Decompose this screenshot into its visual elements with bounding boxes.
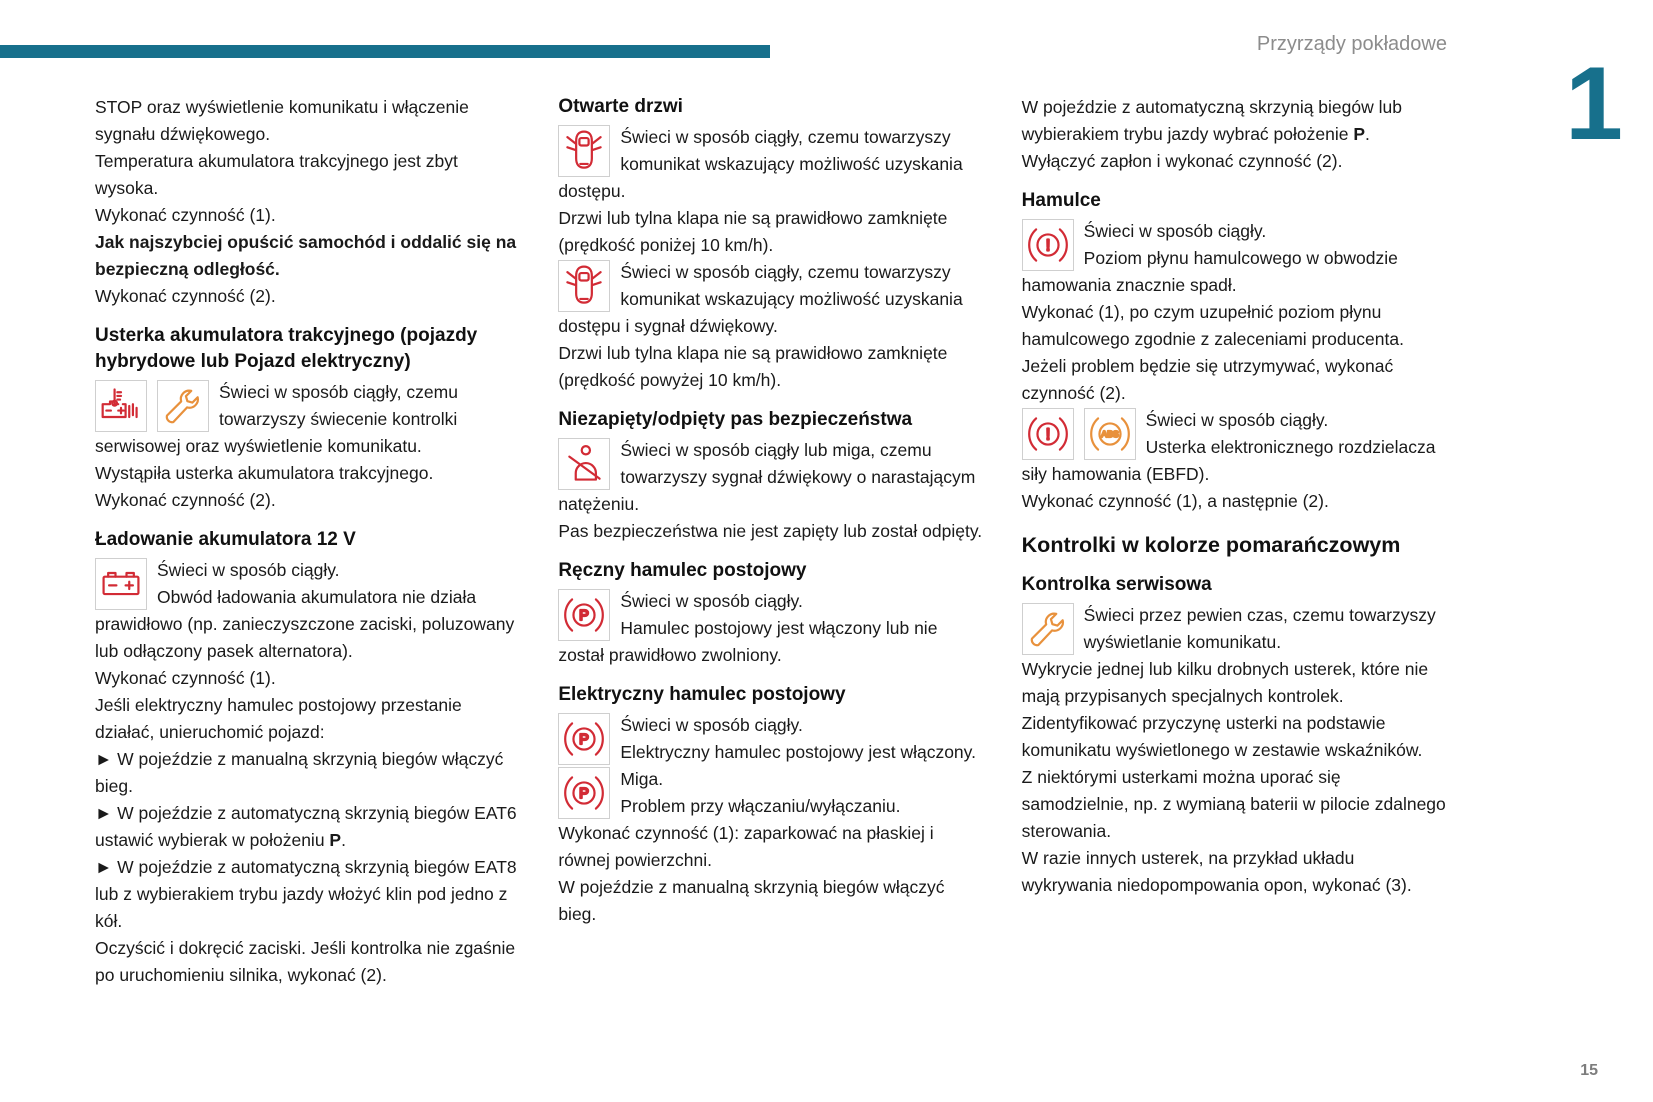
indicator-text: Świeci w sposób ciągły. bbox=[620, 715, 803, 735]
seatbelt-unfastened-icon bbox=[558, 438, 611, 490]
indicator-text: Zidentyfikować przyczynę usterki na pods… bbox=[1021, 713, 1423, 760]
doors-open-icon bbox=[558, 260, 611, 312]
indicator-entry: Świeci w sposób ciągły, czemu towarzyszy… bbox=[95, 379, 520, 514]
paragraph: Wykonać czynność (1): zaparkować na płas… bbox=[558, 823, 934, 870]
indicator-text: Świeci przez pewien czas, czemu towarzys… bbox=[1083, 605, 1436, 652]
indicator-text: Świeci w sposób ciągły, czemu towarzyszy… bbox=[558, 127, 963, 201]
indicator-text: Wykrycie jednej lub kilku drobnych uster… bbox=[1021, 659, 1429, 706]
indicator-text: Świeci w sposób ciągły lub miga, czemu t… bbox=[558, 440, 976, 514]
brake-warning-icon bbox=[1021, 408, 1074, 460]
indicator-text: Drzwi lub tylna klapa nie są prawidłowo … bbox=[558, 343, 948, 390]
paragraph: Wykonać czynność (2). bbox=[95, 286, 276, 306]
indicator-entry: Świeci przez pewien czas, czemu towarzys… bbox=[1021, 602, 1447, 899]
indicator-text: Wykonać czynność (1), a następnie (2). bbox=[1021, 491, 1329, 511]
section-heading-battery-charge: Ładowanie akumulatora 12 V bbox=[95, 529, 356, 550]
indicator-entry: Miga. Problem przy włączaniu/wyłączaniu. bbox=[558, 766, 983, 820]
indicator-text: Wykonać czynność (1). bbox=[95, 668, 276, 688]
paragraph: W pojeździe z manualną skrzynią biegów w… bbox=[558, 877, 945, 924]
warning-paragraph: Jak najszybciej opuścić samochód i oddal… bbox=[95, 232, 517, 279]
paragraph: Oczyścić i dokręcić zaciski. Jeśli kontr… bbox=[95, 938, 516, 985]
service-wrench-icon bbox=[1021, 603, 1074, 655]
battery-charge-icon bbox=[95, 558, 147, 610]
section-heading-doors-open: Otwarte drzwi bbox=[558, 96, 683, 117]
indicator-text: Wykonać (1), po czym uzupełnić poziom pł… bbox=[1021, 302, 1404, 403]
chapter-section-heading-orange-indicators: Kontrolki w kolorze pomarańczowym bbox=[1021, 533, 1401, 557]
indicator-entry: Świeci w sposób ciągły, czemu towarzyszy… bbox=[558, 124, 983, 259]
bullet-item: ► W pojeździe z automatyczną skrzynią bi… bbox=[95, 857, 517, 931]
section-heading-traction-battery-fault: Usterka akumulatora trakcyjnego (pojazdy… bbox=[95, 325, 478, 372]
paragraph: Wyłączyć zapłon i wykonać czynność (2). bbox=[1021, 151, 1343, 171]
indicator-entry: Świeci w sposób ciągły. Poziom płynu ham… bbox=[1021, 218, 1447, 407]
paragraph: Wykonać czynność (1). bbox=[95, 205, 276, 225]
indicator-text: Jeśli elektryczny hamulec postojowy prze… bbox=[95, 695, 462, 742]
content-columns: STOP oraz wyświetlenie komunikatu i włąc… bbox=[95, 94, 1447, 989]
indicator-entry: Świeci w sposób ciągły. Usterka elektron… bbox=[1021, 407, 1447, 515]
indicator-text: Pas bezpieczeństwa nie jest zapięty lub … bbox=[558, 521, 983, 541]
parking-brake-icon bbox=[558, 713, 611, 765]
column-2: Otwarte drzwi Świeci w sposób ciągły, cz… bbox=[558, 94, 983, 989]
indicator-text: Świeci w sposób ciągły. bbox=[157, 560, 340, 580]
page-header-title: Przyrządy pokładowe bbox=[1256, 33, 1447, 55]
traction-battery-temperature-icon bbox=[95, 380, 147, 432]
paragraph: W pojeździe z automatyczną skrzynią bieg… bbox=[1021, 97, 1402, 144]
paragraph: Temperatura akumulatora trakcyjnego jest… bbox=[95, 151, 458, 198]
indicator-entry: Świeci w sposób ciągły. Hamulec postojow… bbox=[558, 588, 983, 669]
indicator-text: Wykonać czynność (2). bbox=[95, 490, 276, 510]
service-wrench-icon bbox=[157, 380, 209, 432]
bullet-item: ► W pojeździe z manualną skrzynią biegów… bbox=[95, 749, 504, 796]
section-heading-service-indicator: Kontrolka serwisowa bbox=[1021, 574, 1212, 595]
indicator-text: W razie innych usterek, na przykład ukła… bbox=[1021, 848, 1412, 895]
bullet-item: ► W pojeździe z automatyczną skrzynią bi… bbox=[95, 803, 517, 850]
indicator-text: Obwód ładowania akumulatora nie działa p… bbox=[95, 587, 515, 661]
indicator-entry: Świeci w sposób ciągły. Elektryczny hamu… bbox=[558, 712, 983, 766]
indicator-text: Świeci w sposób ciągły, czemu towarzyszy… bbox=[95, 382, 458, 456]
section-heading-electric-parking-brake: Elektryczny hamulec postojowy bbox=[558, 684, 846, 705]
indicator-text: Elektryczny hamulec postojowy jest włącz… bbox=[620, 742, 976, 762]
abs-icon bbox=[1083, 408, 1136, 460]
section-heading-seatbelt: Niezapięty/odpięty pas bezpieczeństwa bbox=[558, 409, 913, 430]
column-1: STOP oraz wyświetlenie komunikatu i włąc… bbox=[95, 94, 520, 989]
brake-warning-icon bbox=[1021, 219, 1074, 271]
indicator-text: Świeci w sposób ciągły. bbox=[1145, 410, 1329, 430]
indicator-entry: Świeci w sposób ciągły, czemu towarzyszy… bbox=[558, 259, 983, 394]
indicator-text: Świeci w sposób ciągły. bbox=[620, 591, 803, 611]
paragraph: STOP oraz wyświetlenie komunikatu i włąc… bbox=[95, 97, 469, 144]
accent-bar bbox=[0, 45, 770, 58]
doors-open-icon bbox=[558, 125, 611, 177]
chapter-number: 1 bbox=[1565, 46, 1623, 162]
indicator-text: Problem przy włączaniu/wyłączaniu. bbox=[620, 796, 901, 816]
indicator-entry: Świeci w sposób ciągły lub miga, czemu t… bbox=[558, 437, 983, 545]
indicator-text: Drzwi lub tylna klapa nie są prawidłowo … bbox=[558, 208, 948, 255]
indicator-text: Poziom płynu hamulcowego w obwodzie hamo… bbox=[1021, 248, 1398, 295]
indicator-text: Z niektórymi usterkami można uporać się … bbox=[1021, 767, 1446, 841]
parking-brake-icon bbox=[558, 589, 611, 641]
column-3: W pojeździe z automatyczną skrzynią bieg… bbox=[1021, 94, 1447, 989]
indicator-text: Miga. bbox=[620, 769, 664, 789]
indicator-text: Usterka elektronicznego rozdzielacza sił… bbox=[1021, 437, 1436, 484]
indicator-text: Świeci w sposób ciągły, czemu towarzyszy… bbox=[558, 262, 963, 336]
indicator-text: Wystąpiła usterka akumulatora trakcyjneg… bbox=[95, 463, 434, 483]
indicator-text: Świeci w sposób ciągły. bbox=[1083, 221, 1267, 241]
parking-brake-icon bbox=[558, 767, 611, 819]
section-heading-brakes: Hamulce bbox=[1021, 190, 1101, 211]
indicator-text: Hamulec postojowy jest włączony lub nie … bbox=[558, 618, 938, 665]
page-number: 15 bbox=[1580, 1062, 1598, 1079]
indicator-entry: Świeci w sposób ciągły. Obwód ładowania … bbox=[95, 557, 520, 746]
section-heading-manual-parking-brake: Ręczny hamulec postojowy bbox=[558, 560, 807, 581]
